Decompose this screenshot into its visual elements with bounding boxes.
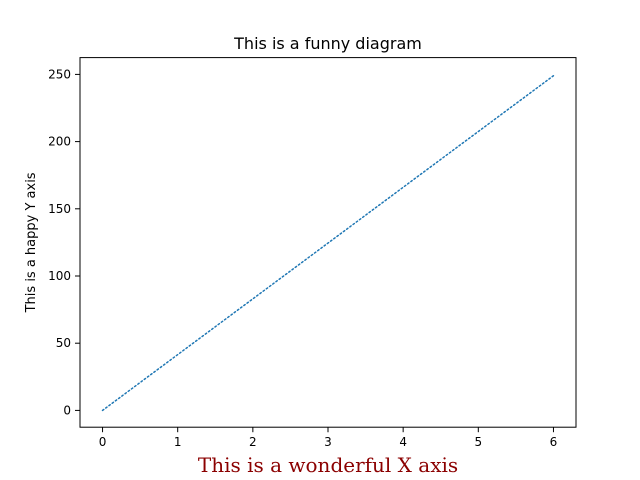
y-tick-label: 50	[56, 336, 71, 350]
y-tick-label: 150	[48, 202, 71, 216]
y-axis-label: This is a happy Y axis	[24, 172, 39, 313]
y-axis-ticks: 0 50 100 150 200 250	[48, 67, 80, 417]
x-tick-label: 2	[249, 435, 257, 449]
x-axis-label: This is a wonderful X axis	[198, 453, 458, 477]
x-tick-label: 3	[324, 435, 332, 449]
series-line	[101, 74, 555, 412]
x-axis-ticks: 0 1 2 3 4 5 6	[99, 427, 558, 449]
x-tick-label: 0	[99, 435, 107, 449]
y-tick-label: 0	[63, 403, 71, 417]
series-layer	[101, 74, 555, 412]
y-tick-label: 250	[48, 67, 71, 81]
x-tick-label: 6	[550, 435, 558, 449]
y-tick-label: 100	[48, 269, 71, 283]
x-tick-label: 1	[174, 435, 182, 449]
chart-title: This is a funny diagram	[233, 34, 422, 53]
x-tick-label: 4	[399, 435, 407, 449]
x-tick-label: 5	[474, 435, 482, 449]
y-tick-label: 200	[48, 135, 71, 149]
